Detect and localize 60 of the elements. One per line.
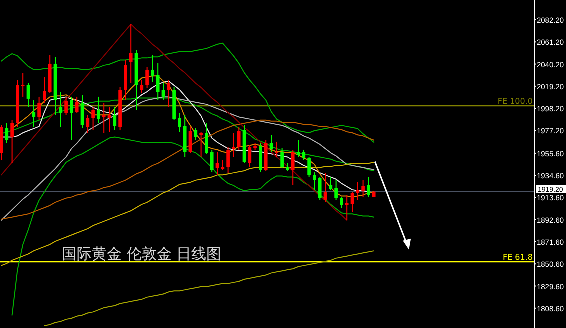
candlestick — [97, 96, 100, 124]
candlestick — [367, 176, 370, 198]
candlestick — [92, 106, 95, 131]
candlestick — [221, 159, 225, 171]
candlestick — [70, 96, 74, 141]
candlestick — [226, 146, 230, 174]
candlestick — [270, 134, 274, 153]
candlestick — [5, 122, 9, 144]
candlestick — [140, 79, 144, 94]
line-series — [1, 98, 375, 172]
candlestick — [302, 149, 306, 160]
candlestick — [248, 144, 252, 168]
candlestick — [194, 128, 198, 141]
candlestick — [26, 82, 30, 108]
candlestick — [296, 140, 300, 158]
candlestick — [237, 126, 241, 150]
line-series — [1, 42, 375, 143]
candlestick — [167, 79, 171, 108]
candlestick — [345, 194, 349, 221]
candlestick — [59, 92, 63, 128]
line-series — [1, 120, 375, 220]
candlestick — [113, 106, 117, 131]
candlestick — [308, 156, 311, 178]
ref-line-label: FE 61.8 — [502, 253, 533, 262]
candlestick — [178, 112, 182, 133]
candlestick — [162, 82, 166, 101]
candlestick — [205, 122, 208, 155]
candlestick — [86, 114, 90, 134]
ref-line-label: FE 100.0 — [498, 97, 533, 106]
line-series — [1, 24, 348, 221]
candlestick — [329, 176, 333, 191]
candlestick — [43, 76, 46, 104]
candlestick — [102, 102, 106, 134]
candlestick — [210, 149, 214, 173]
candlestick — [32, 100, 36, 128]
candlestick — [129, 24, 133, 84]
candlestick — [216, 152, 220, 176]
candlestick — [146, 66, 149, 89]
candlestick — [75, 96, 79, 114]
text: 国际黄金 伦敦金 日线图 — [62, 245, 222, 263]
candlestick — [313, 172, 316, 191]
candlestick — [362, 180, 365, 198]
candlestick — [151, 54, 154, 82]
candlestick — [38, 96, 41, 121]
candlestick — [232, 132, 236, 158]
candlestick — [356, 182, 360, 201]
candlestick — [324, 172, 328, 203]
candlestick — [10, 120, 14, 164]
candlestick — [340, 196, 344, 209]
candlestick — [334, 180, 338, 201]
candlestick — [21, 72, 25, 98]
candlestick — [64, 96, 68, 116]
candlestick — [259, 142, 262, 173]
candlestick — [350, 192, 354, 213]
candlestick — [291, 149, 295, 186]
candlestick — [275, 141, 279, 158]
candlestick — [280, 148, 284, 169]
candlestick — [200, 132, 203, 158]
candlestick — [318, 176, 322, 201]
candlestick — [156, 62, 160, 101]
